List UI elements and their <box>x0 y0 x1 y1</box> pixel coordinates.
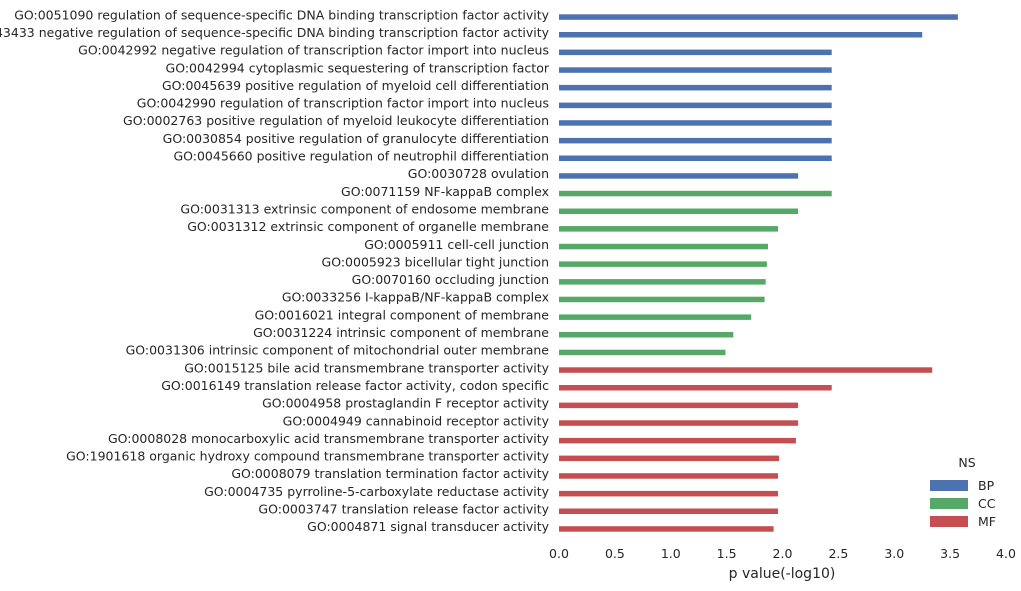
category-label: GO:0031224 intrinsic component of membra… <box>253 325 549 340</box>
bar-cc-18 <box>559 332 734 338</box>
bar-cc-10 <box>559 190 832 197</box>
bar-bp-2 <box>559 49 832 56</box>
category-label: GO:0031306 intrinsic component of mitoch… <box>126 343 550 358</box>
bar-bp-6 <box>559 120 832 126</box>
bar-bp-4 <box>559 84 832 91</box>
bar-bp-5 <box>559 102 832 109</box>
legend: NS BP CC MF <box>930 455 1010 530</box>
category-label: GO:0030728 ovulation <box>408 166 549 181</box>
x-tick-label: 2.5 <box>828 546 848 561</box>
category-label: GO:0033256 I-kappaB/NF-kappaB complex <box>282 290 549 305</box>
bar-mf-20 <box>559 367 933 373</box>
bar-mf-21 <box>559 385 832 391</box>
category-label: GO:0016149 translation release factor ac… <box>161 378 549 393</box>
category-label: GO:0008079 translation termination facto… <box>231 466 549 481</box>
category-label: GO:0043433 negative regulation of sequen… <box>0 25 550 40</box>
category-label: GO:0004735 pyrroline-5-carboxylate reduc… <box>204 484 550 499</box>
category-label: GO:0031312 extrinsic component of organe… <box>187 219 549 234</box>
category-label: GO:0005911 cell-cell junction <box>364 237 549 252</box>
bar-cc-16 <box>559 296 765 303</box>
legend-label-bp: BP <box>978 477 995 493</box>
category-label: GO:0071159 NF-kappaB complex <box>341 184 549 199</box>
legend-swatch-cc <box>930 497 968 509</box>
bar-mf-26 <box>559 473 778 479</box>
legend-swatch-bp <box>930 479 968 491</box>
category-label: GO:0042990 regulation of transcription f… <box>137 96 549 111</box>
legend-title: NS <box>958 455 976 470</box>
x-tick-label: 1.5 <box>717 546 737 561</box>
x-tick-label: 2.0 <box>773 546 793 561</box>
category-label: GO:0015125 bile acid transmembrane trans… <box>184 360 549 375</box>
bar-cc-12 <box>559 226 778 232</box>
category-label: GO:0030854 positive regulation of granul… <box>163 131 549 146</box>
bar-cc-19 <box>559 349 726 356</box>
category-label: GO:0003747 translation release factor ac… <box>258 502 549 517</box>
x-tick-label: 4.0 <box>996 546 1016 561</box>
category-label: GO:0004949 cannabinoid receptor activity <box>283 413 550 428</box>
bar-mf-28 <box>559 508 778 514</box>
category-label: GO:0042994 cytoplasmic sequestering of t… <box>166 60 550 75</box>
category-label: GO:0005923 bicellular tight junction <box>322 254 549 269</box>
category-label: GO:0002763 positive regulation of myeloi… <box>123 113 549 128</box>
bar-bp-3 <box>559 67 832 73</box>
bar-mf-29 <box>559 526 774 532</box>
legend-item-bp: BP <box>930 476 1010 494</box>
bar-cc-15 <box>559 279 766 285</box>
x-tick-label: 0.0 <box>549 546 569 561</box>
bar-bp-7 <box>559 137 832 144</box>
category-label: GO:0045660 positive regulation of neutro… <box>173 149 549 164</box>
legend-label-mf: MF <box>978 513 996 529</box>
x-axis-label: p value(-log10) <box>729 566 836 582</box>
x-tick-label: 1.0 <box>661 546 681 561</box>
bar-bp-8 <box>559 155 832 161</box>
legend-swatch-mf <box>930 515 968 527</box>
x-tick-label: 0.5 <box>605 546 625 561</box>
legend-item-mf: MF <box>930 512 1010 530</box>
category-label: GO:0031313 extrinsic component of endoso… <box>180 202 549 217</box>
bar-bp-1 <box>559 32 923 38</box>
bar-mf-22 <box>559 402 799 409</box>
category-label: GO:0051090 regulation of sequence-specif… <box>14 7 549 22</box>
bar-mf-23 <box>559 420 799 426</box>
bar-mf-24 <box>559 437 796 444</box>
category-label: GO:0045639 positive regulation of myeloi… <box>162 78 549 93</box>
x-tick-label: 3.0 <box>884 546 904 561</box>
bar-mf-27 <box>559 490 778 497</box>
bar-mf-25 <box>559 455 780 462</box>
bar-cc-13 <box>559 243 768 250</box>
category-label: GO:0016021 integral component of membran… <box>255 307 550 322</box>
category-label: GO:1901618 organic hydroxy compound tran… <box>66 449 549 464</box>
bar-bp-9 <box>559 173 799 179</box>
bar-cc-14 <box>559 261 767 267</box>
category-label: GO:0004958 prostaglandin F receptor acti… <box>262 396 550 411</box>
legend-label-cc: CC <box>978 495 996 511</box>
x-tick-label: 3.5 <box>940 546 960 561</box>
category-label: GO:0004871 signal transducer activity <box>307 519 549 534</box>
legend-item-cc: CC <box>930 494 1010 512</box>
category-label: GO:0008028 monocarboxylic acid transmemb… <box>108 431 550 446</box>
bar-bp-0 <box>559 14 958 20</box>
bar-cc-11 <box>559 208 799 214</box>
category-label: GO:0070160 occluding junction <box>352 272 549 287</box>
bar-cc-17 <box>559 314 752 320</box>
category-label: GO:0042992 negative regulation of transc… <box>78 43 549 58</box>
